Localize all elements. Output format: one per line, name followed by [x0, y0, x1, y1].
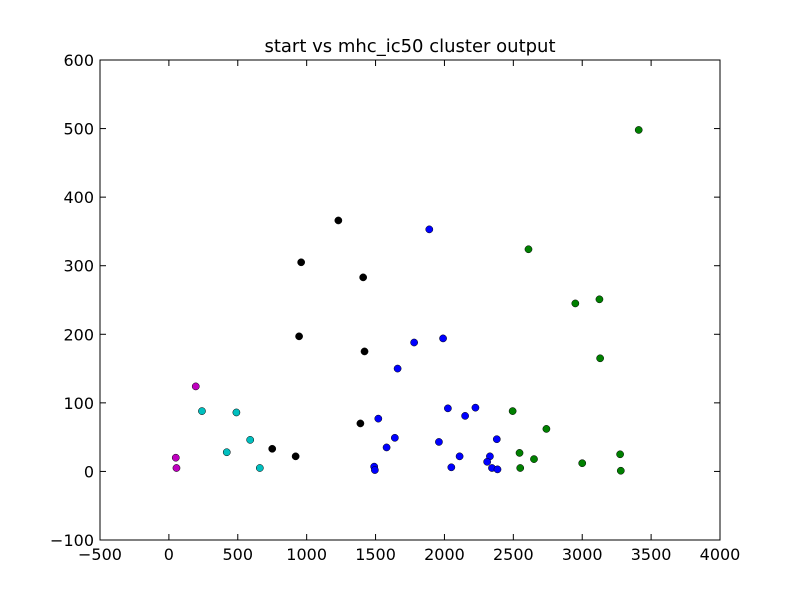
y-tick-label: −100: [50, 531, 94, 550]
data-point: [246, 436, 255, 444]
y-tick-label: 500: [63, 120, 94, 139]
data-point: [359, 273, 368, 282]
data-point: [334, 216, 343, 225]
y-tick-label: 100: [63, 394, 94, 413]
data-point: [455, 452, 464, 461]
data-point: [371, 466, 379, 474]
data-point: [295, 332, 303, 341]
data-point: [360, 347, 369, 356]
data-point: [524, 245, 533, 254]
data-point: [616, 466, 625, 475]
data-point: [595, 295, 604, 304]
data-point: [356, 419, 365, 428]
data-point: [571, 299, 580, 308]
data-point: [444, 404, 452, 413]
data-point: [578, 459, 587, 468]
x-tick-label: 4000: [700, 545, 741, 564]
data-points-layer: [171, 126, 643, 475]
x-tick-label: −500: [78, 545, 122, 564]
data-point: [461, 412, 469, 420]
x-tick-label: 2500: [493, 545, 534, 564]
data-point: [439, 334, 447, 343]
data-point: [508, 407, 517, 415]
data-point: [297, 258, 306, 267]
data-point: [616, 450, 624, 459]
data-point: [425, 225, 434, 234]
data-point: [198, 407, 206, 415]
y-tick-label: 300: [63, 257, 94, 276]
data-point: [542, 425, 551, 433]
data-point: [255, 464, 264, 472]
x-tick-label: 0: [164, 545, 174, 564]
y-tick-label: 600: [63, 51, 94, 70]
y-tick-label: 400: [63, 188, 94, 207]
data-point: [634, 126, 643, 134]
x-tick-label: 500: [223, 545, 254, 564]
data-point: [447, 463, 456, 472]
data-point: [471, 403, 480, 412]
data-point: [393, 364, 402, 373]
axes-layer: −500 0 500 1000 1500 2000 2500 3000 3500 4000−100…: [50, 51, 740, 564]
data-point: [390, 433, 399, 442]
data-point: [435, 438, 443, 446]
data-point: [172, 464, 181, 472]
data-point: [493, 465, 502, 474]
data-point: [530, 455, 538, 463]
chart-title: start vs mhc_ic50 cluster output: [264, 36, 555, 57]
x-tick-label: 1000: [286, 545, 327, 564]
data-point: [596, 354, 604, 363]
data-point: [516, 464, 525, 472]
data-point: [483, 457, 492, 466]
y-tick-label: 200: [63, 325, 94, 344]
x-tick-label: 2000: [424, 545, 465, 564]
data-point: [410, 338, 418, 347]
data-point: [191, 382, 200, 391]
data-point: [222, 448, 231, 457]
data-point: [291, 452, 300, 461]
data-point: [374, 414, 383, 423]
data-point: [515, 449, 524, 457]
data-point: [232, 408, 241, 417]
data-point: [268, 444, 277, 453]
x-tick-label: 3000: [562, 545, 603, 564]
x-tick-label: 3500: [631, 545, 672, 564]
y-tick-label: 0: [84, 462, 94, 481]
x-tick-label: 1500: [355, 545, 396, 564]
plot-frame: [99, 59, 721, 541]
data-point: [492, 435, 501, 444]
data-point: [382, 443, 391, 452]
data-point: [171, 453, 180, 462]
